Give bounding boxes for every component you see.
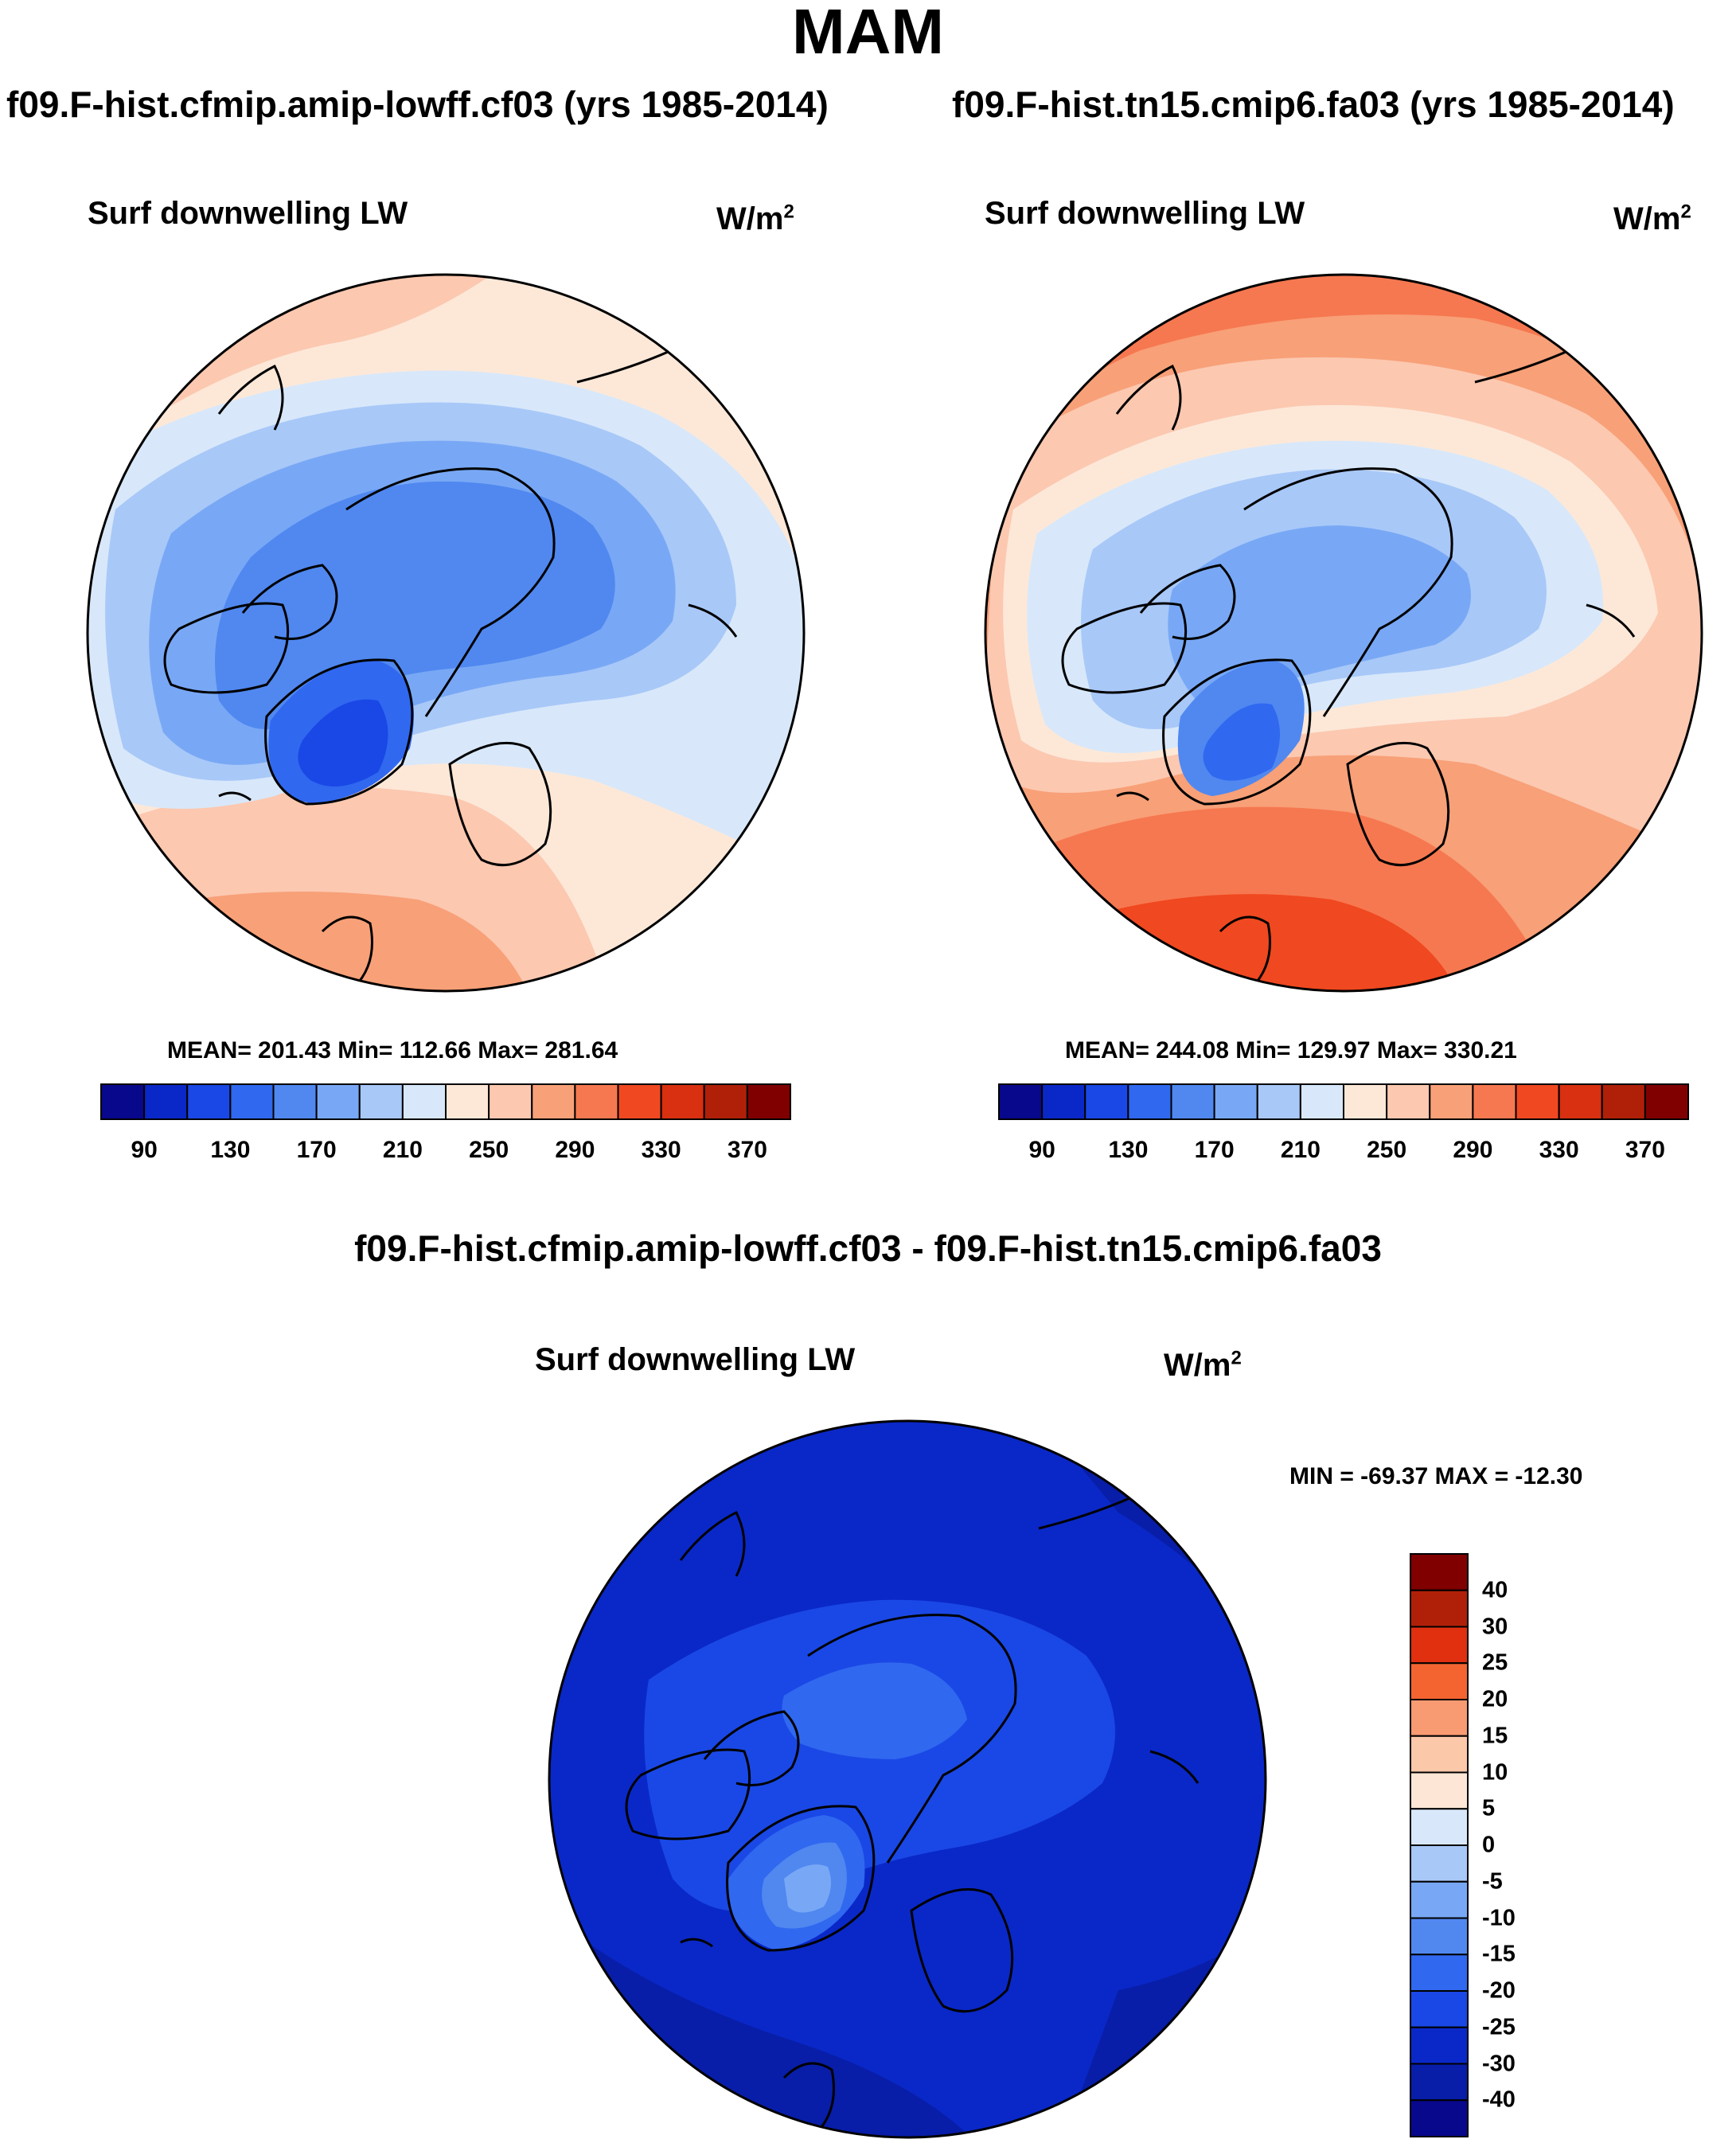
panel1-stats: MEAN= 201.43 Min= 112.66 Max= 281.64 — [167, 1037, 618, 1064]
colorbar-swatch — [1256, 1083, 1301, 1120]
colorbar-swatch — [1410, 1662, 1469, 1700]
panel2-field-title: Surf downwelling LW — [985, 196, 1305, 231]
colorbar-swatch — [617, 1083, 662, 1120]
colorbar-swatch — [229, 1083, 275, 1120]
colorbar-swatch — [1410, 1699, 1469, 1737]
colorbar-swatch — [1410, 1844, 1469, 1883]
colorbar-tick-label: 10 — [1482, 1759, 1508, 1785]
panel1-run-title: f09.F-hist.cfmip.amip-lowff.cf03 (yrs 19… — [6, 84, 829, 125]
colorbar-tick-label: 20 — [1482, 1686, 1508, 1712]
diff-units: W/m2 — [1164, 1347, 1242, 1383]
colorbar-swatch — [1472, 1083, 1517, 1120]
colorbar-tick-label: 40 — [1482, 1577, 1508, 1603]
colorbar-tick-label: 210 — [382, 1137, 423, 1163]
colorbar-swatch — [1410, 1917, 1469, 1956]
colorbar-swatch — [1041, 1083, 1086, 1120]
colorbar-swatch — [1644, 1083, 1689, 1120]
panel2-map — [984, 273, 1703, 993]
colorbar-swatch — [1515, 1083, 1560, 1120]
colorbar-tick-label: 90 — [1028, 1137, 1055, 1163]
diff-colorbar — [1410, 1553, 1469, 2137]
colorbar-swatch — [315, 1083, 361, 1120]
colorbar-swatch — [1084, 1083, 1129, 1120]
colorbar-swatch — [1386, 1083, 1431, 1120]
panel1-field-title: Surf downwelling LW — [88, 196, 408, 231]
colorbar-tick-label: 170 — [296, 1137, 337, 1163]
colorbar-tick-label: 170 — [1194, 1137, 1235, 1163]
colorbar-tick-label: 370 — [1625, 1137, 1665, 1163]
colorbar-swatch — [703, 1083, 748, 1120]
colorbar-swatch — [488, 1083, 533, 1120]
colorbar-swatch — [1410, 2026, 1469, 2065]
colorbar-swatch — [358, 1083, 404, 1120]
colorbar-swatch — [1410, 1626, 1469, 1665]
colorbar-swatch — [531, 1083, 576, 1120]
colorbar-swatch — [746, 1083, 791, 1120]
colorbar-tick-label: 30 — [1482, 1614, 1508, 1639]
colorbar-swatch — [1410, 2099, 1469, 2137]
colorbar-swatch — [1410, 1589, 1469, 1628]
colorbar-swatch — [1343, 1083, 1388, 1120]
colorbar-swatch — [1601, 1083, 1646, 1120]
colorbar-tick-label: 370 — [727, 1137, 767, 1163]
colorbar-swatch — [1410, 1808, 1469, 1846]
colorbar-tick-label: -25 — [1482, 2014, 1516, 2040]
colorbar-swatch — [186, 1083, 232, 1120]
colorbar-tick-label: 250 — [1367, 1137, 1407, 1163]
colorbar-swatch — [1410, 1990, 1469, 2028]
colorbar-tick-label: 330 — [641, 1137, 681, 1163]
colorbar-swatch — [1213, 1083, 1258, 1120]
colorbar-tick-label: -30 — [1482, 2051, 1516, 2076]
colorbar-tick-label: 290 — [555, 1137, 595, 1163]
colorbar-tick-label: 130 — [1108, 1137, 1149, 1163]
panel1-units: W/m2 — [716, 201, 794, 236]
colorbar-tick-label: -5 — [1482, 1868, 1503, 1895]
colorbar-tick-label: 210 — [1280, 1137, 1321, 1163]
colorbar-swatch — [1410, 1880, 1469, 1919]
panel2-stats: MEAN= 244.08 Min= 129.97 Max= 330.21 — [1065, 1037, 1517, 1064]
diff-stats: MIN = -69.37 MAX = -12.30 — [1289, 1463, 1583, 1489]
colorbar-tick-label: 250 — [469, 1137, 509, 1163]
panel2-run-title: f09.F-hist.tn15.cmip6.fa03 (yrs 1985-201… — [952, 84, 1675, 125]
colorbar-swatch — [1299, 1083, 1344, 1120]
panel1-map — [86, 273, 806, 993]
colorbar-tick-label: 290 — [1453, 1137, 1493, 1163]
colorbar-tick-label: 25 — [1482, 1649, 1508, 1676]
colorbar-swatch — [660, 1083, 705, 1120]
colorbar-swatch — [445, 1083, 490, 1120]
panel2-colorbar — [998, 1083, 1689, 1120]
colorbar-tick-label: -20 — [1482, 1977, 1516, 2004]
colorbar-tick-label: 15 — [1482, 1723, 1508, 1749]
colorbar-tick-label: 0 — [1482, 1832, 1496, 1858]
colorbar-swatch — [1410, 1771, 1469, 1810]
colorbar-swatch — [998, 1083, 1044, 1120]
colorbar-swatch — [143, 1083, 189, 1120]
colorbar-tick-label: 330 — [1539, 1137, 1579, 1163]
colorbar-swatch — [1558, 1083, 1603, 1120]
diff-map — [548, 1419, 1267, 2139]
colorbar-swatch — [100, 1083, 146, 1120]
diff-title: f09.F-hist.cfmip.amip-lowff.cf03 - f09.F… — [354, 1228, 1382, 1269]
colorbar-tick-label: 5 — [1482, 1795, 1496, 1821]
colorbar-tick-label: -15 — [1482, 1941, 1516, 1967]
colorbar-swatch — [1429, 1083, 1474, 1120]
colorbar-swatch — [1410, 1553, 1469, 1591]
colorbar-swatch — [1410, 1735, 1469, 1774]
colorbar-swatch — [401, 1083, 447, 1120]
colorbar-swatch — [1410, 1954, 1469, 1992]
panel1-colorbar — [100, 1083, 791, 1120]
colorbar-swatch — [1410, 2063, 1469, 2102]
colorbar-tick-label: 130 — [210, 1137, 251, 1163]
colorbar-tick-label: 90 — [131, 1137, 158, 1163]
colorbar-tick-label: -40 — [1482, 2086, 1516, 2113]
diff-field-title: Surf downwelling LW — [535, 1342, 856, 1377]
colorbar-swatch — [272, 1083, 318, 1120]
colorbar-swatch — [1170, 1083, 1215, 1120]
colorbar-tick-label: -10 — [1482, 1905, 1516, 1930]
colorbar-swatch — [574, 1083, 619, 1120]
panel2-units: W/m2 — [1613, 201, 1691, 236]
main-title: MAM — [791, 0, 945, 67]
colorbar-swatch — [1127, 1083, 1172, 1120]
